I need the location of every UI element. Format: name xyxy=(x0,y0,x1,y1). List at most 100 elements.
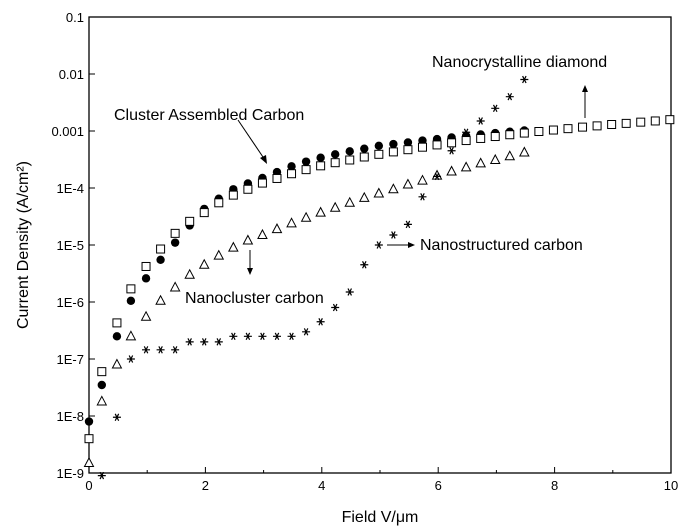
cluster-assembled-carbon-arrowhead xyxy=(260,155,267,164)
data-point xyxy=(142,346,151,354)
x-axis-label: Field V/μm xyxy=(342,509,419,526)
data-point xyxy=(271,223,283,234)
data-point xyxy=(112,332,122,341)
data-point xyxy=(417,174,428,185)
data-point xyxy=(373,187,385,198)
data-point xyxy=(125,330,137,341)
data-point xyxy=(287,169,297,179)
data-point xyxy=(156,255,165,264)
annotation-nanostructured-carbon: Nanostructured carbon xyxy=(420,237,583,254)
data-point xyxy=(360,261,369,269)
data-point xyxy=(331,303,340,312)
nanocrystalline-diamond-arrowhead xyxy=(582,85,588,92)
y-tick-label: 0.001 xyxy=(51,124,84,139)
data-point xyxy=(505,130,515,140)
data-point xyxy=(141,274,151,283)
data-point xyxy=(83,456,95,467)
y-tick-label: 0.01 xyxy=(59,67,84,82)
annotation-arrows xyxy=(237,85,588,275)
y-tick-label: 1E-9 xyxy=(57,466,84,481)
y-tick-label: 1E-7 xyxy=(57,352,84,367)
data-point xyxy=(462,128,471,137)
y-axis-label: Current Density (A/cm²) xyxy=(15,161,32,329)
data-point xyxy=(329,201,341,212)
data-point xyxy=(169,281,181,292)
data-point xyxy=(359,152,369,162)
data-point xyxy=(84,434,94,444)
x-tick-label: 10 xyxy=(664,478,678,493)
data-point xyxy=(185,216,195,226)
data-point xyxy=(126,355,135,363)
data-point xyxy=(520,75,529,84)
data-point xyxy=(358,191,370,202)
series-layer xyxy=(83,75,675,480)
series-open-square xyxy=(84,115,675,444)
data-point xyxy=(315,206,326,217)
data-point xyxy=(228,190,238,200)
data-point xyxy=(330,158,340,168)
data-point xyxy=(126,284,136,294)
data-point xyxy=(592,121,602,131)
y-tick-label: 1E-4 xyxy=(57,181,84,196)
data-point xyxy=(97,367,107,377)
data-point xyxy=(447,138,457,148)
data-point xyxy=(345,147,354,156)
data-point xyxy=(126,296,136,305)
data-point xyxy=(199,208,209,218)
data-point xyxy=(433,172,442,181)
data-point xyxy=(374,141,384,150)
data-point xyxy=(389,231,398,239)
data-point xyxy=(475,157,487,168)
data-point xyxy=(345,288,354,296)
y-tick-label: 0.1 xyxy=(66,10,84,25)
data-point xyxy=(170,228,180,238)
data-point xyxy=(388,147,398,157)
x-tick-label: 0 xyxy=(85,478,92,493)
data-point xyxy=(418,193,427,201)
data-point xyxy=(257,228,268,239)
data-point xyxy=(286,217,297,228)
data-point xyxy=(563,124,573,134)
data-point xyxy=(170,238,180,247)
data-point xyxy=(198,258,210,269)
data-point xyxy=(156,244,166,254)
data-point xyxy=(301,165,311,175)
data-point xyxy=(316,153,325,162)
data-point xyxy=(257,178,267,188)
data-point xyxy=(141,261,151,271)
data-point xyxy=(171,346,180,354)
data-point xyxy=(287,332,296,341)
data-point xyxy=(272,332,281,341)
data-point xyxy=(185,338,194,346)
nanocluster-carbon-arrowhead xyxy=(247,268,253,275)
data-point xyxy=(417,142,427,152)
data-point xyxy=(184,268,196,279)
data-point xyxy=(242,234,254,245)
data-point xyxy=(140,310,152,321)
data-point xyxy=(460,161,472,172)
data-point xyxy=(258,332,267,341)
data-point xyxy=(489,153,501,164)
data-point xyxy=(200,338,209,346)
data-point xyxy=(272,173,282,183)
data-point xyxy=(578,122,588,132)
x-tick-label: 6 xyxy=(435,478,442,493)
data-point xyxy=(330,150,340,159)
data-point xyxy=(84,417,94,426)
data-point xyxy=(402,178,414,189)
y-tick-label: 1E-8 xyxy=(57,409,84,424)
data-point xyxy=(155,294,166,305)
data-point xyxy=(534,127,544,137)
data-point xyxy=(389,139,398,149)
nanostructured-carbon-arrowhead xyxy=(408,242,415,248)
data-point xyxy=(345,155,355,165)
data-point xyxy=(431,169,443,180)
data-point xyxy=(418,136,427,145)
data-point xyxy=(374,241,383,249)
data-point xyxy=(96,395,108,406)
data-point xyxy=(112,318,122,328)
y-tick-label: 1E-5 xyxy=(57,238,84,253)
data-point xyxy=(302,328,311,336)
data-point xyxy=(111,358,123,369)
